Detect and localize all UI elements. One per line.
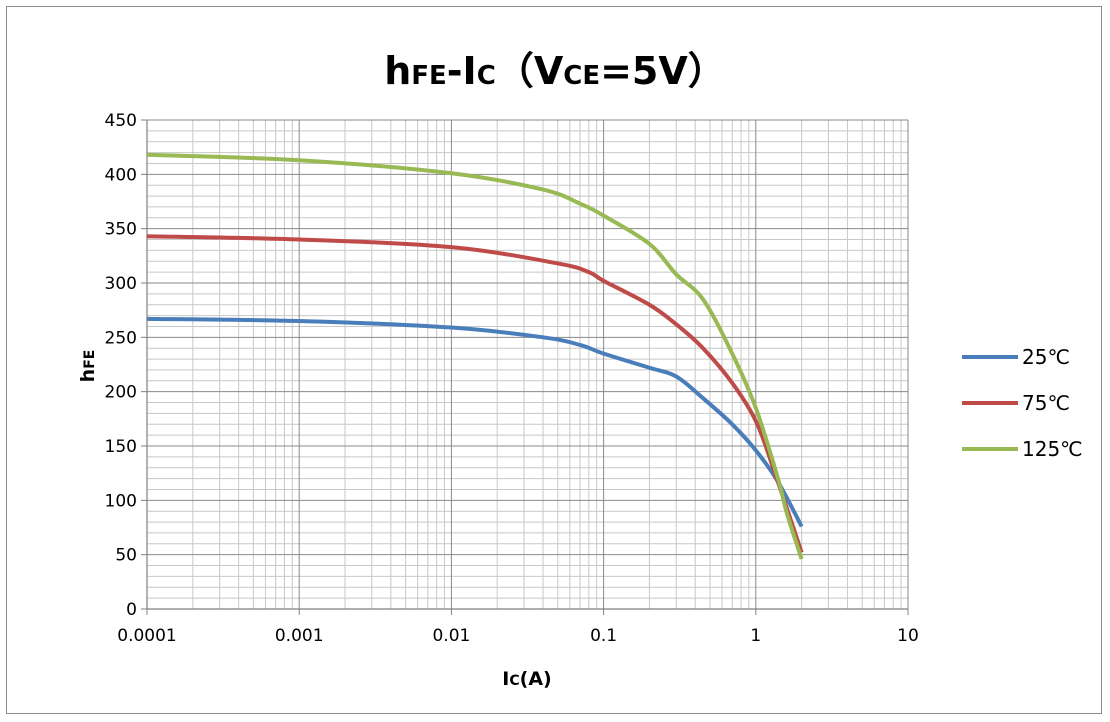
axes	[141, 119, 909, 615]
legend: 25℃ 75℃ 125℃	[962, 345, 1083, 461]
y-tick-label: 450	[105, 111, 137, 131]
chart-frame	[6, 6, 1102, 714]
x-tick-label: 1	[750, 626, 761, 646]
y-tick-label: 350	[105, 220, 137, 240]
y-tick-label: 200	[105, 383, 137, 403]
x-tick-label: 0.001	[275, 626, 324, 646]
y-tick-labels: 0 50 100 150 200 250 300 350 400 450	[105, 111, 137, 620]
series-line-3	[146, 152, 804, 560]
series-line-2	[146, 234, 804, 554]
y-tick-label: 50	[115, 546, 137, 566]
x-tick-label: 0.0001	[117, 626, 176, 646]
y-tick-label: 300	[105, 274, 137, 294]
legend-label: 125℃	[1022, 437, 1083, 461]
x-axis-title: IC(A)	[502, 668, 551, 690]
legend-label: 75℃	[1022, 391, 1070, 415]
series-line-1	[146, 316, 804, 528]
y-tick-label: 100	[105, 491, 137, 511]
y-tick-label: 0	[126, 600, 137, 620]
y-tick-label: 250	[105, 328, 137, 348]
x-tick-label: 0.1	[590, 626, 617, 646]
x-tick-label: 10	[897, 626, 919, 646]
series-lines	[146, 152, 804, 560]
chart-title: hFE-IC（VCE=5V）	[384, 49, 726, 93]
grid	[146, 119, 909, 610]
y-tick-label: 150	[105, 437, 137, 457]
x-tick-labels: 0.0001 0.001 0.01 0.1 1 10	[117, 626, 919, 646]
legend-label: 25℃	[1022, 345, 1070, 369]
y-tick-label: 400	[105, 165, 137, 185]
x-tick-label: 0.01	[432, 626, 470, 646]
y-axis-title: hFE	[77, 350, 99, 383]
